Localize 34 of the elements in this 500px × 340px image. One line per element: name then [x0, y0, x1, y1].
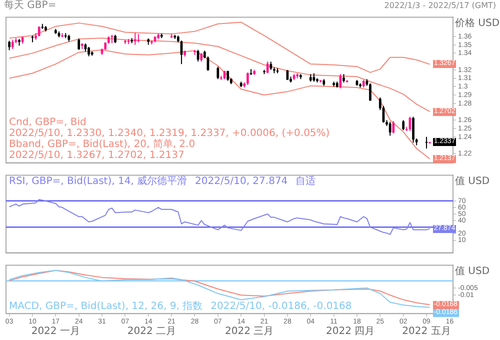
candlestick	[388, 121, 392, 136]
text: 2022 二月	[127, 326, 176, 337]
annotation: MACD, GBP=, Bid(Last), 12, 26, 9, 指数	[9, 300, 203, 312]
y-axis-title: 值 USD	[455, 266, 490, 278]
candlestick	[369, 82, 372, 102]
candlestick	[216, 66, 220, 80]
text: 2022 一月	[31, 326, 80, 337]
candlestick	[88, 46, 90, 57]
candlestick	[402, 120, 405, 131]
candlestick	[11, 39, 14, 50]
annotation: 2022/5/10, 1.3267, 1.2702, 1.2137	[9, 150, 186, 161]
text: 2022 三月	[225, 326, 274, 337]
text: 2022 四月	[326, 326, 375, 337]
candlestick	[38, 26, 40, 37]
annotation: 2022/5/10, 27.874	[195, 176, 288, 188]
y-axis-title: 值 USD	[455, 176, 490, 188]
candlestick	[412, 116, 414, 144]
candlestick	[134, 32, 136, 46]
annotation: Bband, GBP=, Bid(Last), 20, 简单, 2.0	[9, 138, 196, 150]
chart-subtitle: 2022/1/3 - 2022/5/17 (GMT)	[384, 1, 496, 10]
annotation: 2022/5/10, 1.2330, 1.2340, 1.2319, 1.2337, +0.0006, (+0.05%)	[9, 128, 330, 139]
annotation: 2022/5/10, -0.0186, -0.0168	[210, 300, 352, 312]
text: 2022 五月	[402, 326, 451, 337]
candlestick	[266, 61, 269, 74]
annotation: RSI, GBP=, Bid(Last), 14, 威尔德平滑	[9, 176, 188, 188]
candlestick	[78, 38, 80, 50]
chart-title: 每天 GBP=	[4, 0, 56, 11]
annotation: 自适	[296, 176, 316, 188]
candlestick	[339, 74, 342, 89]
candlestick	[8, 40, 11, 51]
candlestick	[246, 72, 249, 86]
y-axis-title: 价格 USD	[455, 18, 500, 30]
annotation: Cnd, GBP=, Bid	[9, 116, 88, 128]
candlestick	[392, 120, 395, 134]
